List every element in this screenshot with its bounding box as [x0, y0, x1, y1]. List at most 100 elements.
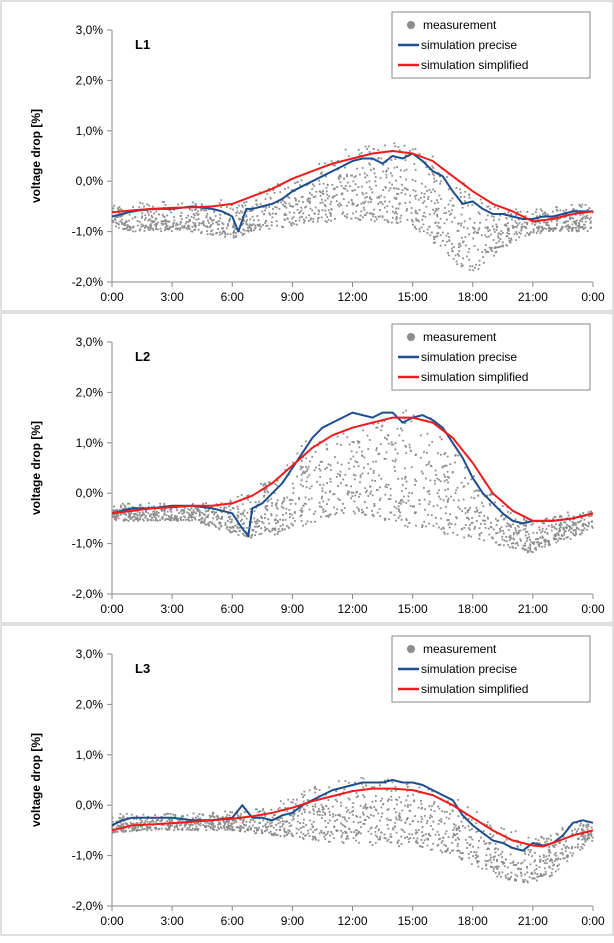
measurement-point: [304, 834, 307, 837]
measurement-point: [584, 837, 586, 840]
x-tick-label: 6:00: [221, 290, 245, 304]
measurement-point: [292, 815, 295, 818]
x-tick-label: 3:00: [160, 914, 184, 928]
measurement-point: [138, 513, 141, 516]
measurement-point: [353, 465, 355, 468]
measurement-point: [187, 220, 190, 223]
measurement-point: [395, 803, 398, 806]
measurement-point: [475, 851, 478, 854]
measurement-point: [195, 204, 197, 207]
measurement-point: [476, 855, 479, 857]
measurement-point: [209, 827, 212, 829]
measurement-point: [524, 519, 527, 522]
measurement-point: [364, 513, 367, 516]
measurement-point: [287, 832, 290, 835]
measurement-point: [555, 227, 558, 230]
measurement-point: [502, 244, 504, 247]
measurement-point: [510, 237, 513, 240]
measurement-point: [452, 246, 455, 248]
measurement-point: [464, 477, 466, 479]
measurement-point: [496, 532, 499, 534]
measurement-point: [515, 222, 518, 224]
measurement-point: [255, 531, 257, 533]
measurement-point: [559, 516, 561, 518]
measurement-point: [122, 228, 125, 231]
measurement-point: [411, 220, 414, 223]
measurement-point: [550, 858, 552, 860]
measurement-point: [408, 443, 411, 446]
measurement-point: [288, 211, 291, 214]
measurement-point: [281, 502, 284, 505]
measurement-point: [512, 546, 515, 549]
measurement-point: [516, 541, 519, 544]
measurement-point: [515, 239, 517, 241]
measurement-point: [589, 833, 592, 835]
measurement-point: [330, 469, 332, 471]
measurement-point: [225, 527, 228, 530]
measurement-point: [472, 845, 474, 848]
measurement-point: [334, 456, 336, 458]
measurement-point: [146, 820, 149, 823]
x-tick-label: 21:00: [518, 602, 548, 616]
measurement-point: [239, 828, 242, 831]
measurement-point: [505, 838, 508, 841]
measurement-point: [379, 486, 381, 489]
measurement-point: [229, 811, 232, 814]
measurement-point: [441, 466, 444, 469]
measurement-point: [378, 474, 381, 477]
measurement-point: [302, 825, 305, 828]
measurement-point: [356, 490, 358, 493]
measurement-point: [251, 534, 253, 537]
measurement-point: [423, 487, 425, 489]
measurement-point: [457, 253, 459, 256]
measurement-point: [284, 187, 286, 190]
measurement-point: [170, 519, 173, 521]
measurement-point: [344, 185, 347, 187]
measurement-point: [311, 456, 314, 458]
measurement-point: [418, 786, 421, 789]
measurement-point: [363, 456, 366, 459]
measurement-point: [369, 212, 372, 215]
measurement-point: [149, 224, 151, 227]
measurement-point: [256, 215, 259, 217]
measurement-point: [272, 527, 275, 530]
measurement-point: [197, 829, 199, 832]
measurement-point: [347, 493, 349, 496]
measurement-point: [257, 828, 259, 831]
measurement-point: [291, 205, 294, 208]
measurement-point: [299, 822, 301, 824]
measurement-point: [510, 537, 512, 540]
measurement-point: [327, 830, 329, 833]
legend-label-measurement: measurement: [423, 330, 497, 344]
measurement-point: [447, 188, 450, 191]
measurement-point: [557, 868, 560, 871]
measurement-point: [121, 218, 123, 221]
measurement-point: [482, 256, 485, 258]
measurement-point: [500, 529, 502, 532]
measurement-point: [496, 858, 498, 861]
measurement-point: [553, 228, 556, 231]
measurement-point: [333, 506, 336, 509]
measurement-point: [306, 468, 309, 470]
panel-label: L1: [135, 37, 150, 52]
measurement-point: [394, 821, 397, 824]
measurement-point: [495, 246, 498, 249]
measurement-point: [145, 514, 147, 517]
measurement-point: [475, 489, 478, 492]
measurement-point: [532, 531, 535, 534]
measurement-point: [235, 214, 238, 217]
measurement-point: [397, 146, 400, 148]
measurement-point: [535, 232, 538, 234]
measurement-point: [418, 230, 421, 233]
measurement-point: [215, 515, 218, 518]
measurement-point: [325, 186, 328, 189]
measurement-point: [220, 517, 223, 520]
measurement-point: [322, 508, 325, 511]
measurement-point: [482, 519, 485, 522]
measurement-point: [530, 849, 532, 851]
measurement-point: [163, 502, 166, 505]
measurement-point: [319, 469, 322, 472]
measurement-point: [229, 824, 232, 827]
measurement-point: [234, 819, 237, 822]
measurement-point: [404, 159, 407, 162]
